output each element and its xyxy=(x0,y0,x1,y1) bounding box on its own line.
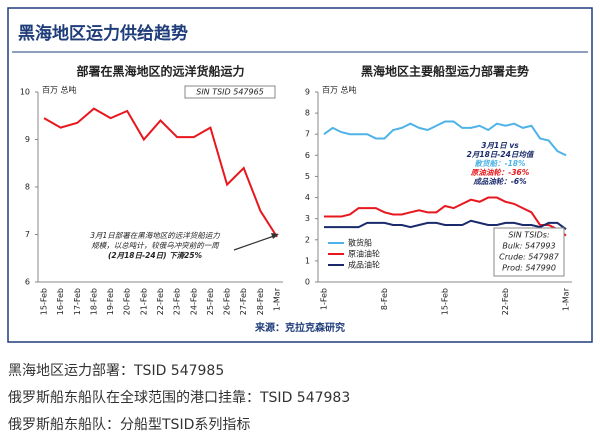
legend-label: 散货船 xyxy=(348,238,372,248)
y-axis-label: 百万 总吨 xyxy=(322,85,357,95)
x-tick-label: 26-Feb xyxy=(223,288,232,315)
arrow-head xyxy=(271,233,279,239)
annotation: (2月18日-24日) 下滑25% xyxy=(108,251,203,260)
y-tick-label: 6 xyxy=(25,278,30,287)
annotation-arrow xyxy=(233,235,275,251)
y-tick-label: 8 xyxy=(305,109,310,118)
y-tick-label: 7 xyxy=(305,130,310,139)
id-box xyxy=(184,85,276,99)
annotation: 规模，以总吨计，较俄乌冲突前的一周 xyxy=(91,241,220,250)
annotation: 成品油轮：-6% xyxy=(472,177,527,186)
x-tick-label: 15-Feb xyxy=(441,288,450,315)
series-line xyxy=(43,107,278,238)
x-tick-label: 1-Mar xyxy=(273,287,282,311)
y-tick-label: 2 xyxy=(305,235,310,244)
annotation: 3月1日 vs xyxy=(481,141,519,150)
series-line xyxy=(324,196,567,237)
x-tick-label: 8-Feb xyxy=(380,288,389,310)
chart-title: 黑海地区主要船型运力部署走势 xyxy=(361,64,529,79)
y-tick-label: 1 xyxy=(305,256,310,265)
x-tick-label: 22-Feb xyxy=(501,288,510,315)
id-box-text: SIN TSID 547965 xyxy=(196,88,264,97)
id-box-text: Bulk: 547993 xyxy=(502,242,555,251)
note: 黑海地区运力部署：TSID 547985 xyxy=(8,363,225,379)
x-tick-label: 18-Feb xyxy=(89,288,98,315)
x-tick-label: 1-Mar xyxy=(562,287,571,311)
y-tick-label: 4 xyxy=(305,193,310,202)
x-tick-label: 16-Feb xyxy=(56,288,65,315)
x-tick-label: 23-Feb xyxy=(173,288,182,315)
id-box-text: SIN TSIDs: xyxy=(508,231,550,240)
figure-title: 黑海地区运力供给趋势 xyxy=(18,23,188,44)
annotation: 原油油轮：-36% xyxy=(470,168,530,177)
legend-label: 原油油轮 xyxy=(348,249,380,259)
x-tick-label: 15-Feb xyxy=(40,288,49,315)
annotation: 散货船：-18% xyxy=(474,159,526,168)
note: 俄罗斯船东船队：分船型TSID系列指标 xyxy=(8,417,251,433)
id-box xyxy=(493,227,565,277)
x-tick-label: 22-Feb xyxy=(156,288,165,315)
series-line xyxy=(323,120,567,157)
x-tick-label: 27-Feb xyxy=(239,288,248,315)
y-tick-label: 10 xyxy=(20,88,30,97)
y-tick-label: 7 xyxy=(25,230,30,239)
x-tick-label: 1-Feb xyxy=(320,288,329,310)
x-tick-label: 24-Feb xyxy=(189,288,198,315)
annotation: 2月18日-24日均值 xyxy=(467,150,535,159)
x-tick-label: 20-Feb xyxy=(123,288,132,315)
id-box-text: Crude: 547987 xyxy=(499,253,560,262)
annotation: 3月1日部署在黑海地区的远洋货船运力 xyxy=(90,231,220,240)
y-tick-label: 9 xyxy=(25,135,30,144)
x-tick-label: 19-Feb xyxy=(106,288,115,315)
y-tick-label: 3 xyxy=(305,214,310,223)
source: 来源：克拉克森研究 xyxy=(254,321,345,334)
y-tick-label: 0 xyxy=(305,278,310,287)
y-tick-label: 9 xyxy=(305,88,310,97)
x-tick-label: 25-Feb xyxy=(206,288,215,315)
x-tick-label: 28-Feb xyxy=(256,288,265,315)
y-axis-label: 百万 总吨 xyxy=(42,85,77,95)
y-tick-label: 5 xyxy=(305,172,310,181)
x-tick-label: 17-Feb xyxy=(73,288,82,315)
id-box-text: Prod: 547990 xyxy=(502,264,556,273)
chart-title: 部署在黑海地区的远洋货船运力 xyxy=(76,64,244,79)
y-tick-label: 8 xyxy=(25,183,30,192)
x-tick-label: 21-Feb xyxy=(139,288,148,315)
y-tick-label: 6 xyxy=(305,151,310,160)
legend-label: 成品油轮 xyxy=(348,260,380,270)
figure-frame xyxy=(7,7,593,343)
note: 俄罗斯船东船队在全球范围的港口挂靠：TSID 547983 xyxy=(8,390,351,406)
series-line xyxy=(324,219,567,231)
